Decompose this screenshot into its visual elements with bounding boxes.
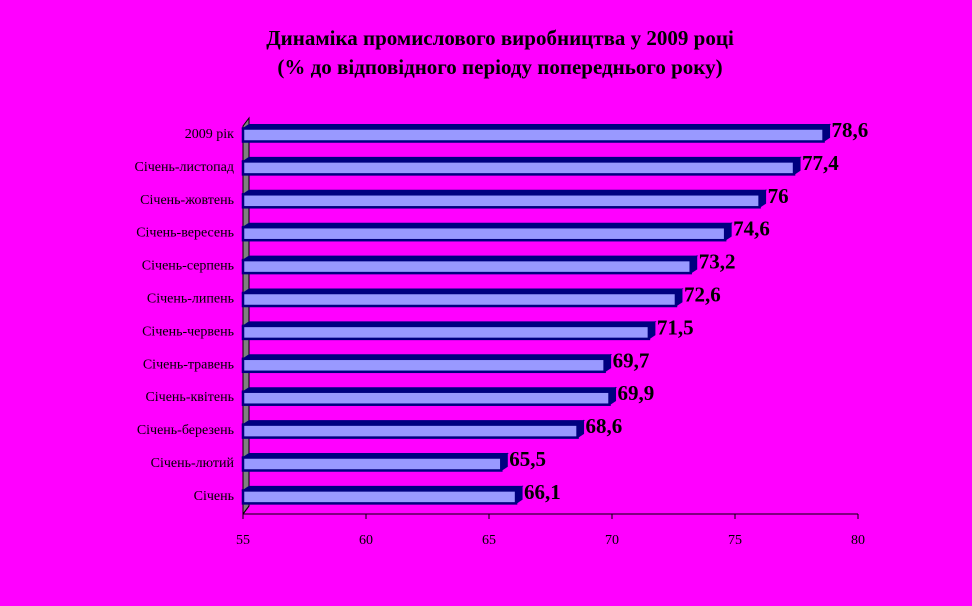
category-label: Січень xyxy=(194,489,234,504)
bar-front-face xyxy=(241,357,606,374)
data-label: 74,6 xyxy=(733,217,770,241)
data-label: 66,1 xyxy=(524,480,561,504)
x-tick-label: 60 xyxy=(359,533,373,548)
bar-front-face xyxy=(241,456,503,472)
chart-title: Динаміка промислового виробництва у 2009… xyxy=(266,26,734,50)
category-label: Січень-лютий xyxy=(151,456,235,471)
bar xyxy=(241,419,586,439)
data-label: 72,6 xyxy=(684,283,721,307)
x-tick-label: 80 xyxy=(851,533,865,548)
data-label: 69,7 xyxy=(613,348,650,372)
bar xyxy=(241,353,613,374)
chart-title-block: Динаміка промислового виробництва у 2009… xyxy=(0,24,972,82)
x-tick-label: 75 xyxy=(728,533,742,548)
category-label: Січень-вересень xyxy=(136,226,234,241)
bar-front-face xyxy=(241,258,692,275)
bar-front-face xyxy=(241,160,796,176)
bar xyxy=(241,320,657,341)
category-label: Січень-березень xyxy=(137,423,234,438)
bar xyxy=(241,485,524,505)
bar-series xyxy=(241,123,832,505)
data-labels: 78,6 77,4 76 74,6 73,2 72,6 71,5 69,7 69,9 68,6 65… xyxy=(509,118,868,504)
data-label: 65,5 xyxy=(509,447,546,471)
data-label: 71,5 xyxy=(657,315,694,339)
category-label: Січень-липень xyxy=(147,292,234,307)
x-tick-label: 65 xyxy=(482,533,496,548)
data-label: 73,2 xyxy=(699,250,736,274)
bar-front-face xyxy=(241,193,761,209)
x-tick-label: 70 xyxy=(605,533,619,548)
bar xyxy=(241,189,768,209)
bar xyxy=(241,123,832,143)
bar xyxy=(241,222,733,242)
bar xyxy=(241,452,509,472)
bar xyxy=(241,386,618,406)
category-label: Січень-листопад xyxy=(135,160,234,175)
category-label: Січень-серпень xyxy=(142,259,234,274)
bar xyxy=(241,255,699,275)
data-label: 77,4 xyxy=(802,151,839,175)
bar-front-face xyxy=(241,127,825,143)
bar xyxy=(241,156,802,176)
floor-edge xyxy=(242,505,250,515)
x-tick-label: 55 xyxy=(236,533,250,548)
bar-front-face xyxy=(241,489,518,505)
bar-front-face xyxy=(241,324,651,341)
category-label: Січень-жовтень xyxy=(140,193,234,208)
x-axis-ticks: 55 60 65 70 75 80 xyxy=(236,505,865,548)
category-label: Січень-травень xyxy=(143,357,234,372)
bar-front-face xyxy=(241,390,611,406)
bar-front-face xyxy=(241,225,727,242)
category-labels: 2009 рік Січень-листопад Січень-жовтень Січ… xyxy=(135,127,235,504)
data-label: 69,9 xyxy=(618,381,655,405)
data-label: 76 xyxy=(768,184,789,208)
bar xyxy=(241,288,684,308)
bar-front-face xyxy=(241,423,579,439)
data-label: 78,6 xyxy=(832,118,869,142)
chart-subtitle: (% до відповідного періоду попереднього … xyxy=(277,55,723,79)
data-label: 68,6 xyxy=(586,414,623,438)
category-label: Січень-червень xyxy=(142,324,234,339)
category-label: Січень-квітень xyxy=(145,390,234,405)
bar-front-face xyxy=(241,291,678,308)
category-label: 2009 рік xyxy=(185,127,234,142)
